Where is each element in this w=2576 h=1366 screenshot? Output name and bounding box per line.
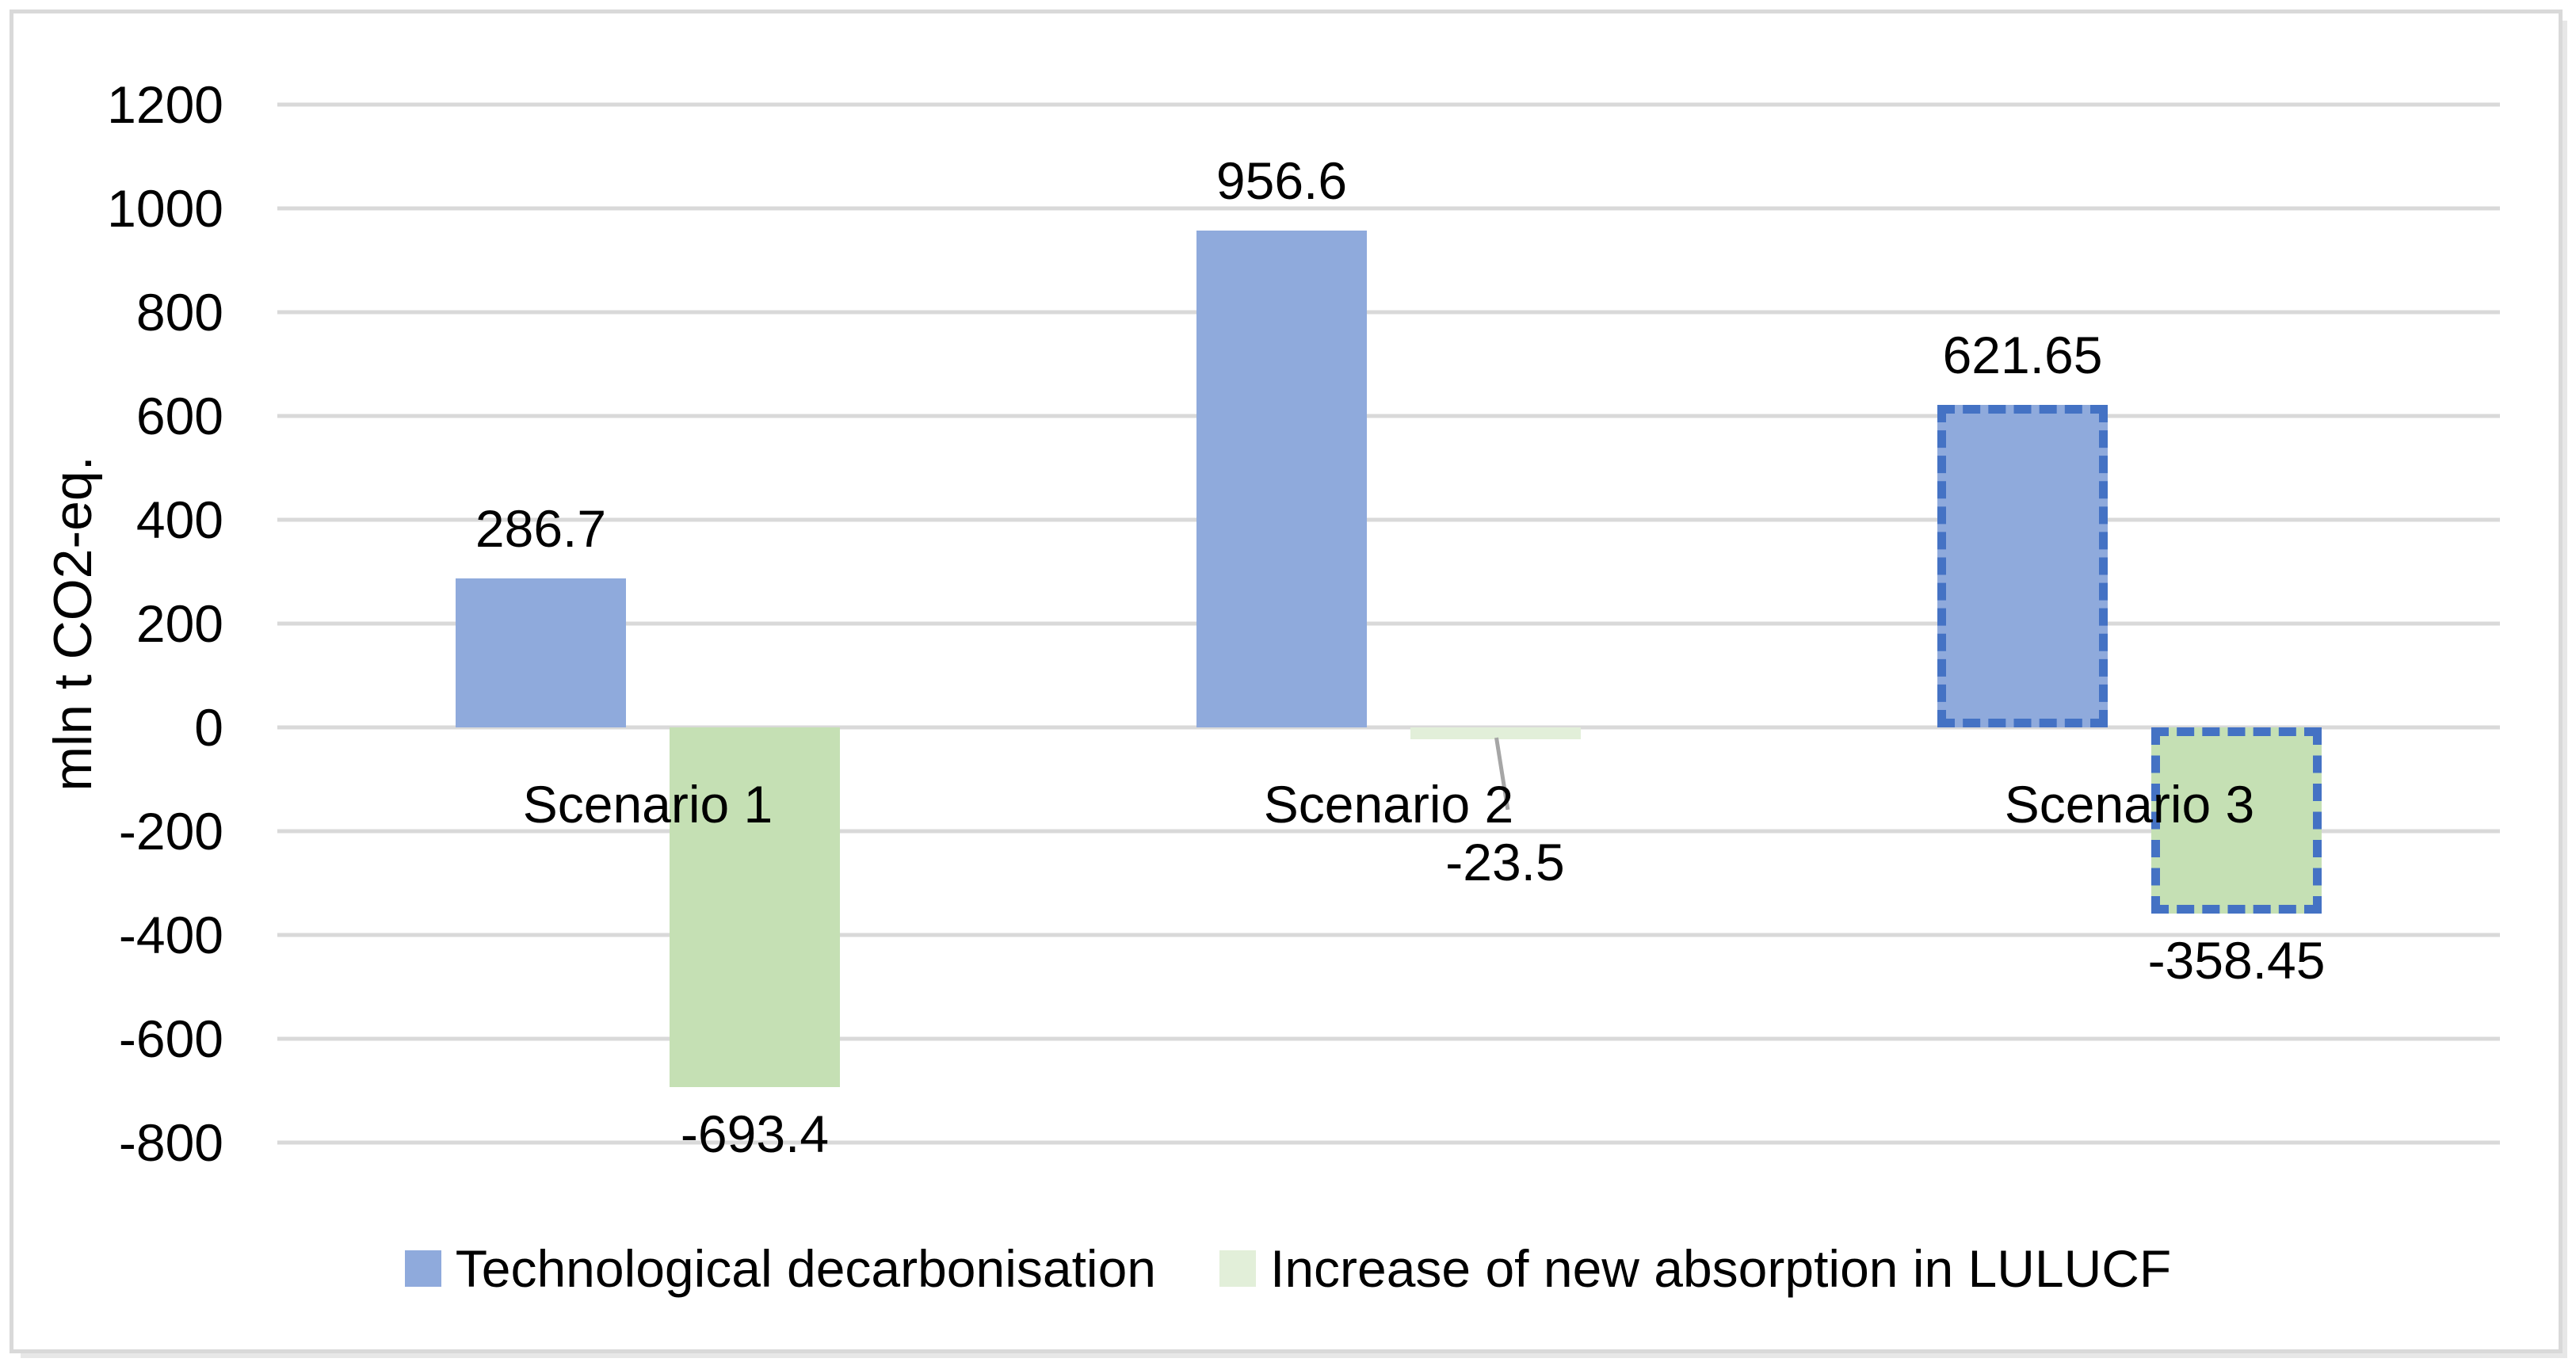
y-tick-label-1200: 1200 [107,75,223,134]
gridline--400 [277,933,2500,937]
bar-technological-decarbonisation-scenario-3 [1937,404,2108,727]
y-tick-label-800: 800 [135,283,223,342]
y-tick-label-0: 0 [194,698,223,757]
y-tick-label-1000: 1000 [107,179,223,238]
bar-value-label-lulucf-absorption-scenario-3: -358.45 [2147,930,2326,990]
y-tick-label-600: 600 [135,387,223,445]
gridline--200 [277,829,2500,834]
bar-value-label-lulucf-absorption-scenario-1: -693.4 [680,1105,830,1164]
gridline-800 [277,310,2500,315]
gridline--600 [277,1036,2500,1041]
bar-value-label-lulucf-absorption-scenario-2: -23.5 [1445,833,1565,892]
x-axis-label-scenario-1: Scenario 1 [522,775,773,834]
y-tick-label-200: 200 [135,594,223,653]
gridline-600 [277,414,2500,418]
bar-value-label-technological-decarbonisation-scenario-2: 956.6 [1215,151,1348,211]
bar-technological-decarbonisation-scenario-1 [456,578,626,727]
bar-lulucf-absorption-scenario-2 [1410,727,1581,740]
y-tick-label--200: -200 [118,802,223,860]
gridline-1200 [277,102,2500,107]
y-tick-label--800: -800 [118,1113,223,1172]
gridline-1000 [277,206,2500,211]
legend-label-lulucf-absorption: Increase of new absorption in LULUCF [1270,1239,2172,1298]
x-axis-label-scenario-3: Scenario 3 [2004,775,2255,834]
y-tick-label-400: 400 [135,490,223,549]
legend-item-lulucf-absorption: Increase of new absorption in LULUCF [1219,1242,2171,1295]
legend-label-technological-decarbonisation: Technological decarbonisation [455,1239,1156,1298]
gridline-200 [277,621,2500,626]
legend-swatch-lulucf-absorption [1219,1250,1256,1287]
bar-lulucf-absorption-scenario-3 [2151,727,2322,914]
legend: Technological decarbonisation Increase of… [0,1242,2576,1295]
legend-item-technological-decarbonisation: Technological decarbonisation [404,1239,1156,1298]
x-axis-label-scenario-2: Scenario 2 [1263,775,1514,834]
y-tick-label--600: -600 [118,1009,223,1068]
gridline-400 [277,517,2500,522]
gridline--800 [277,1140,2500,1145]
legend-swatch-technological-decarbonisation [404,1250,441,1287]
gridline-0 [277,725,2500,730]
bar-value-label-technological-decarbonisation-scenario-3: 621.65 [1942,325,2103,384]
plot-area: 286.7 956.6 621.65 -693.4 -23.5 -358.45 Scenar… [277,102,2500,1163]
y-tick-label--400: -400 [118,906,223,964]
bar-lulucf-absorption-scenario-1 [670,727,840,1088]
bar-value-label-technological-decarbonisation-scenario-1: 286.7 [475,499,607,559]
bar-technological-decarbonisation-scenario-2 [1196,231,1367,727]
